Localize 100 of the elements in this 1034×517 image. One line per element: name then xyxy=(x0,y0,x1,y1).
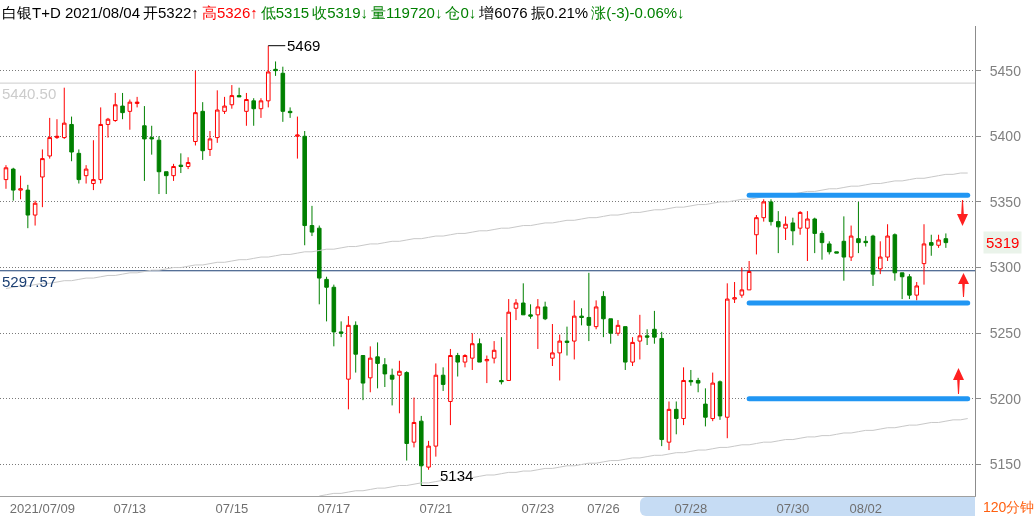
candlestick xyxy=(630,336,635,367)
candlestick xyxy=(601,290,606,338)
candlestick xyxy=(448,348,453,426)
candlestick xyxy=(805,210,810,262)
candlestick xyxy=(878,240,883,275)
candlestick xyxy=(273,60,278,77)
candlestick xyxy=(652,310,657,345)
candlestick xyxy=(404,370,409,462)
candlestick xyxy=(936,234,941,249)
candlestick xyxy=(10,167,16,202)
candlestick xyxy=(615,319,621,337)
candlestick xyxy=(91,139,96,191)
x-tick-label: 07/30 xyxy=(776,500,810,516)
x-tick-label: 2021/07/09 xyxy=(9,500,75,516)
candlestick xyxy=(54,118,60,140)
candlestick xyxy=(251,97,256,127)
candlestick xyxy=(644,328,650,346)
text: 低5315 xyxy=(260,4,310,21)
candlestick xyxy=(156,135,162,195)
candlestick xyxy=(193,70,198,146)
candlestick xyxy=(571,299,577,360)
candlestick xyxy=(688,369,694,387)
candlestick xyxy=(914,281,919,301)
candlestick xyxy=(331,284,337,347)
candlestick xyxy=(586,272,592,342)
x-tick-label: 07/13 xyxy=(113,500,147,516)
candlestick xyxy=(746,260,752,291)
candlestick xyxy=(557,334,562,381)
candlestick xyxy=(229,84,235,110)
candlestick xyxy=(214,89,220,144)
candlestick xyxy=(732,281,737,304)
candlestick xyxy=(178,152,184,174)
candlestick xyxy=(812,217,817,254)
y-tick-label: 5200 xyxy=(989,390,1022,407)
candlestick xyxy=(754,214,759,255)
candlestick xyxy=(564,326,570,357)
candlestick xyxy=(856,201,861,254)
candlestick xyxy=(681,366,686,426)
candlestick xyxy=(360,355,366,401)
candlestick xyxy=(819,230,825,261)
line-series xyxy=(318,418,969,496)
ref-line-label: 5297.57 xyxy=(2,273,57,290)
x-tick-label: 07/15 xyxy=(215,500,249,516)
candlestick xyxy=(528,303,533,320)
candlestick xyxy=(47,117,52,160)
candlestick xyxy=(673,400,679,435)
y-tick-label: 5450 xyxy=(989,62,1022,79)
candlestick xyxy=(316,225,322,305)
candlestick xyxy=(841,215,847,282)
candlestick xyxy=(579,307,584,326)
text: 量119720↓ xyxy=(371,4,443,21)
candlestick xyxy=(171,163,176,182)
candlestick xyxy=(3,164,9,190)
candlestick xyxy=(142,105,147,182)
candlestick xyxy=(907,273,912,300)
candlestick xyxy=(244,92,249,127)
candlestick xyxy=(739,267,745,299)
candlestick xyxy=(768,198,774,227)
candlestick xyxy=(761,198,766,223)
candlestick xyxy=(185,156,191,170)
candlestick xyxy=(32,200,38,227)
candlestick xyxy=(265,45,271,108)
candlestick xyxy=(353,320,358,374)
candlestick xyxy=(520,282,526,316)
x-tick-label: 07/26 xyxy=(587,500,620,516)
candlestick xyxy=(892,232,898,282)
candlestick xyxy=(200,101,205,161)
text: 仓0↓ xyxy=(445,4,477,21)
y-tick-label: 5150 xyxy=(989,456,1022,473)
candlestick xyxy=(258,97,264,119)
candlestick xyxy=(127,99,133,131)
candlestick xyxy=(309,205,315,237)
chart-title: 白银T+D 2021/08/04 xyxy=(2,4,140,21)
candlestick xyxy=(834,251,839,254)
candlestick xyxy=(163,171,169,195)
candlestick xyxy=(710,372,715,422)
text: 振0.21% xyxy=(530,4,589,21)
candlestick xyxy=(863,235,868,248)
candlestick xyxy=(870,234,876,287)
candlestick xyxy=(287,106,293,119)
text: 5319 xyxy=(986,234,1020,251)
candlestick xyxy=(929,234,934,257)
candlestick xyxy=(236,87,242,98)
candlestick xyxy=(506,298,511,381)
candlestick xyxy=(280,66,286,123)
y-tick-label: 5250 xyxy=(989,325,1022,342)
candlestick xyxy=(827,240,832,255)
annotation: 5469 xyxy=(287,37,321,54)
candlestick xyxy=(25,184,31,229)
candlestick xyxy=(418,415,424,486)
candlestick xyxy=(790,217,796,246)
text: 开5322↑ xyxy=(143,4,199,21)
candlestick xyxy=(477,337,482,363)
candlestick xyxy=(776,210,781,254)
candlestick xyxy=(724,282,730,439)
candlestick xyxy=(76,148,82,185)
candlestick xyxy=(717,379,723,421)
candlestick xyxy=(207,130,213,157)
candlestick xyxy=(302,130,307,246)
candlestick xyxy=(69,116,74,162)
